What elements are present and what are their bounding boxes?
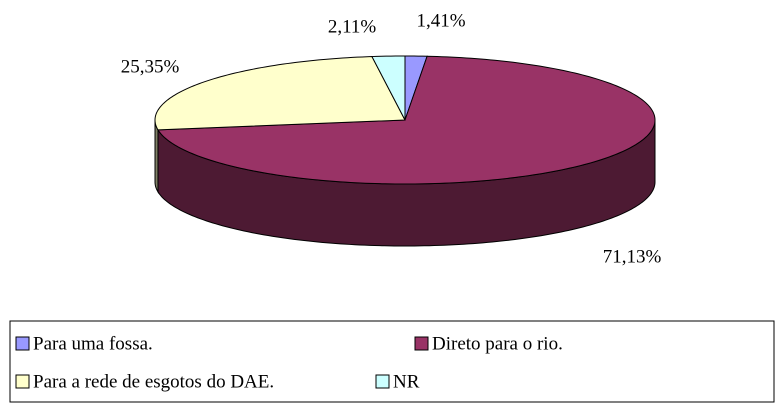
pie-slice [371,55,406,121]
pie-slice [154,56,406,131]
legend-swatch [15,374,30,389]
data-label: 2,11% [328,16,377,37]
pie-side [154,119,159,194]
data-label: 71,13% [603,246,662,267]
legend-swatch [375,374,390,389]
legend-label: Para a rede de esgotos do DAE. [33,371,274,392]
data-label: 1,41% [416,10,465,31]
legend-label: Para uma fossa. [33,333,153,354]
data-label: 25,35% [121,56,180,77]
pie-slice [157,55,656,185]
legend-label: Direto para o rio. [432,333,563,354]
legend-swatch [414,336,429,351]
legend-label: NR [393,371,420,392]
legend-swatch [15,336,30,351]
legend-box [9,320,775,403]
